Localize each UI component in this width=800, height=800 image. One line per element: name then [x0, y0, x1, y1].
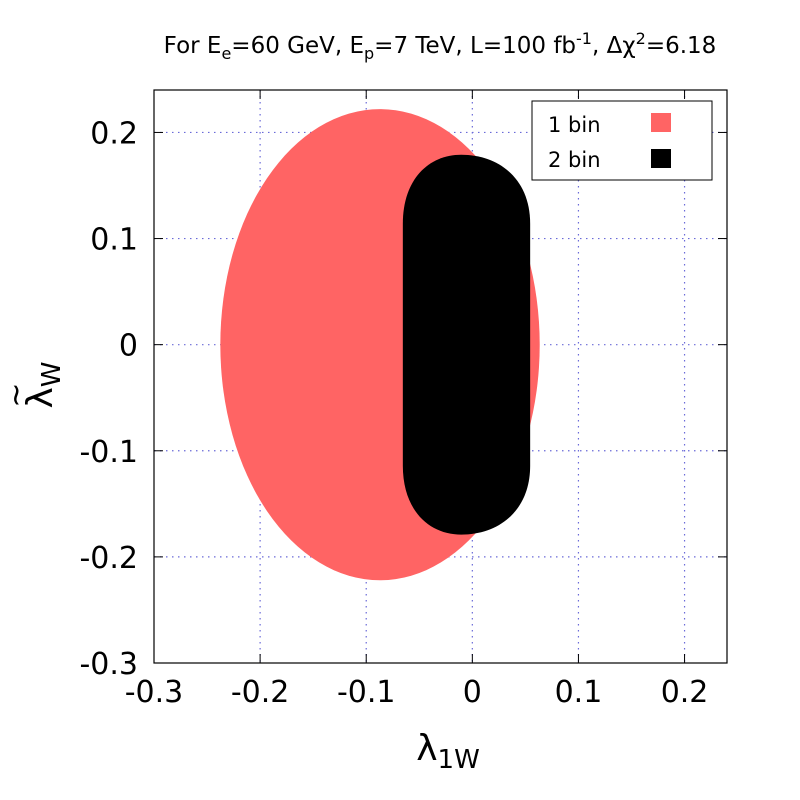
- y-tick-label-3: 0: [119, 329, 138, 364]
- y-axis-label: λW ~: [0, 361, 67, 408]
- y-tick-label-4: 0.1: [90, 223, 138, 258]
- legend-label-1: 1 bin: [548, 113, 601, 137]
- legend-box: [531, 100, 713, 181]
- x-tick-label-5: 0.2: [661, 675, 709, 710]
- plot-frame: [153, 89, 728, 664]
- allowed-regions: [220, 109, 540, 581]
- x-tick-label-0: -0.3: [125, 675, 184, 710]
- legend: 1 bin 2 bin: [531, 100, 713, 181]
- y-tick-label-0: -0.3: [79, 647, 138, 682]
- x-tick-label-3: 0: [463, 675, 482, 710]
- legend-swatch-1: [651, 113, 671, 132]
- x-axis-label: λ1W: [416, 728, 480, 775]
- x-tick-label-4: 0.1: [555, 675, 603, 710]
- legend-label-2: 2 bin: [548, 148, 601, 172]
- axis-tick-labels: -0.3 -0.2 -0.1 0 0.1 0.2 -0.3 -0.2 -0.1 0 0.1 0.2: [79, 116, 708, 710]
- svg-text:λW: λW: [20, 361, 67, 408]
- x-tick-label-2: -0.1: [337, 675, 396, 710]
- region-2-bin: [402, 154, 531, 535]
- chart-title: For Ee=60 GeV, Ep=7 TeV, L=100 fb-1, Δχ2…: [164, 29, 717, 63]
- y-tick-label-5: 0.2: [90, 116, 138, 151]
- legend-swatch-2: [651, 149, 671, 168]
- x-tick-label-1: -0.2: [231, 675, 290, 710]
- y-axis-label-tilde: ~: [0, 382, 34, 407]
- y-tick-label-2: -0.1: [79, 435, 138, 470]
- axis-ticks: [153, 90, 727, 664]
- y-tick-label-1: -0.2: [79, 541, 138, 576]
